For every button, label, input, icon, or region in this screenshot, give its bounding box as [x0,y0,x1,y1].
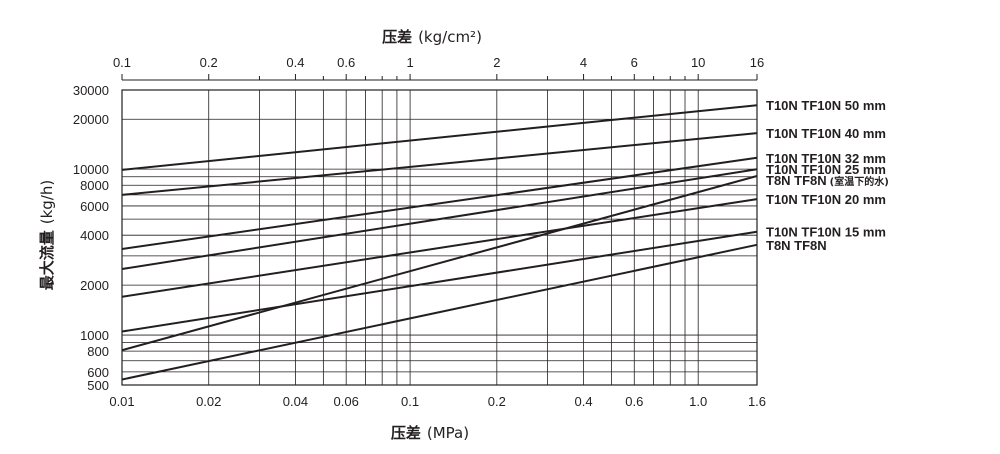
series-line [121,168,758,270]
top-axis-title: 压差 (kg/cm²) [382,28,482,46]
x-tick-label: 0.02 [196,394,221,409]
top-tick-label: 0.2 [200,55,218,70]
top-tick-label: 16 [750,55,764,70]
top-tick-label: 6 [631,55,638,70]
y-tick-label: 30000 [73,83,109,98]
series-label: T10N TF10N 40 mm [766,126,886,141]
x-tick-label: 0.04 [283,394,308,409]
top-tick-label: 2 [493,55,500,70]
top-tick-label: 0.4 [286,55,304,70]
y-tick-label: 8000 [80,178,109,193]
y-axis-title: 最大流量(kg/h) [38,180,56,291]
series-line [121,104,758,171]
series-label: T10N TF10N 20 mm [766,192,886,207]
axes [121,74,758,386]
bottom-axis-title: 压差 (MPa) [391,424,469,442]
series-line [121,198,758,298]
series-label: T10N TF10N 32 mm [766,151,886,166]
y-tick-label: 20000 [73,112,109,127]
y-tick-label: 6000 [80,199,109,214]
series-lines [121,104,758,381]
y-tick-label: 500 [87,378,109,393]
x-tick-label: 0.4 [575,394,593,409]
x-tick-label: 0.1 [401,394,419,409]
series-line [121,230,758,333]
series-label: T10N TF10N 25 mm [766,162,886,177]
grid-lines [122,89,757,386]
plot-frame [121,89,758,386]
top-tick-label: 1 [406,55,413,70]
series-label: T8N TF8N (室温下的水) [766,173,889,188]
y-tick-label: 1000 [80,328,109,343]
top-tick-label: 10 [691,55,705,70]
x-tick-label: 0.06 [334,394,359,409]
y-tick-label: 10000 [73,162,109,177]
chart-text: 压差 (kg/cm²) 压差 (MPa) 最大流量(kg/h) 0.1 0.2 0.4 0… [38,28,889,442]
y-tick-label: 2000 [80,278,109,293]
series-line [121,132,758,196]
series-line [121,243,758,381]
y-tick-label: 4000 [80,228,109,243]
top-tick-label: 0.6 [337,55,355,70]
y-tick-label: 600 [87,365,109,380]
x-tick-label: 1.0 [689,394,707,409]
top-tick-label: 4 [580,55,587,70]
top-tick-label: 0.1 [113,55,131,70]
series-label: T10N TF10N 15 mm [766,225,886,240]
x-tick-label: 0.01 [109,394,134,409]
series-line [121,156,758,250]
series-label: T8N TF8N [766,238,827,253]
x-tick-label: 1.6 [748,394,766,409]
series-line [121,175,758,352]
x-tick-label: 0.2 [488,394,506,409]
series-label: T10N TF10N 50 mm [766,98,886,113]
x-tick-label: 0.6 [625,394,643,409]
y-tick-label: 800 [87,344,109,359]
